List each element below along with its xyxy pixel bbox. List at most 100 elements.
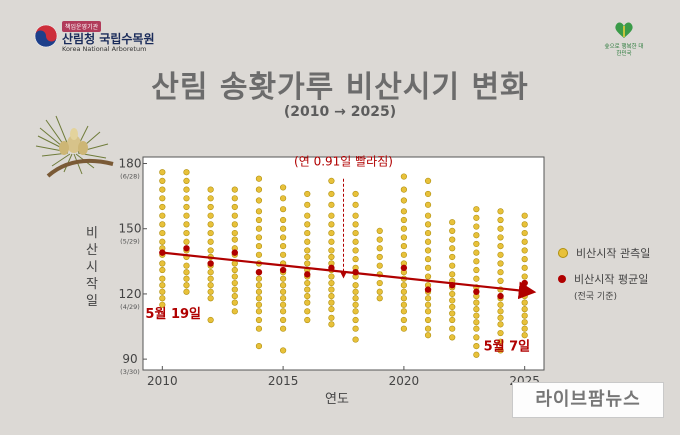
observed-point	[255, 251, 263, 258]
observed-point	[497, 338, 504, 345]
observed-point	[328, 253, 335, 261]
average-point	[231, 249, 238, 256]
observed-point	[424, 264, 432, 271]
observed-point	[400, 251, 407, 258]
start-annotation: 5월 19일	[145, 306, 201, 322]
trend-line	[162, 251, 537, 300]
observed-point	[231, 195, 238, 202]
observed-point	[497, 260, 504, 267]
observed-point	[400, 288, 407, 295]
observed-point	[376, 295, 383, 302]
observed-point	[473, 249, 480, 256]
observed-point	[159, 221, 166, 228]
observed-point	[400, 282, 407, 289]
average-point	[328, 264, 335, 272]
observed-point	[231, 203, 238, 211]
observed-point	[231, 286, 238, 293]
y-tick-sublabel: (4/29)	[120, 303, 140, 311]
observed-point	[473, 325, 480, 332]
observed-point	[207, 275, 214, 282]
observed-point	[400, 316, 407, 324]
observed-point	[449, 297, 456, 304]
y-tick-label: 90	[122, 352, 137, 366]
observed-point	[352, 238, 359, 245]
observed-point	[449, 316, 456, 324]
observed-point	[280, 308, 287, 315]
observed-point	[376, 262, 383, 269]
heart-leaf-icon	[615, 22, 633, 38]
observed-point	[521, 273, 528, 280]
y-tick-label: 150	[119, 222, 142, 236]
observed-point	[424, 273, 432, 280]
pine-branch-icon	[28, 106, 118, 190]
observed-point	[424, 190, 432, 198]
observed-point	[255, 225, 263, 232]
observed-point	[328, 286, 335, 293]
observed-point	[159, 195, 166, 202]
observed-point	[183, 177, 190, 185]
observed-point	[400, 295, 407, 302]
observed-point	[328, 273, 335, 280]
observed-point	[183, 195, 190, 202]
x-tick-label: 2015	[268, 374, 299, 388]
observed-point	[328, 247, 335, 254]
observed-point	[473, 319, 480, 326]
trend-annotation: (연 0.91일 빨라짐)	[294, 155, 393, 169]
observed-point	[280, 195, 287, 202]
observed-point	[255, 208, 263, 215]
observed-point	[376, 288, 383, 295]
observed-point	[521, 293, 528, 300]
observed-point	[424, 201, 432, 208]
observed-point	[497, 251, 504, 258]
observed-point	[449, 227, 456, 234]
observed-point	[255, 316, 263, 324]
observed-point	[449, 310, 456, 317]
observed-point	[424, 256, 432, 263]
observed-point	[207, 269, 214, 276]
y-tick-sublabel: (6/28)	[120, 173, 140, 181]
observed-point	[231, 279, 238, 287]
observed-point	[159, 301, 166, 308]
observed-point	[159, 169, 166, 176]
observed-point	[304, 260, 311, 267]
observed-point	[159, 203, 166, 211]
observed-point	[255, 243, 263, 250]
observed-point	[473, 223, 480, 230]
agency-tag: 책임운영기관	[62, 21, 102, 32]
observed-point	[497, 347, 504, 354]
observed-point	[255, 186, 263, 193]
observed-point	[183, 269, 190, 276]
observed-point	[231, 229, 238, 237]
observed-point	[159, 212, 166, 219]
observed-point	[352, 256, 359, 263]
observed-point	[255, 288, 263, 295]
observed-point	[400, 186, 407, 193]
observed-point	[352, 190, 359, 198]
observed-point	[497, 321, 504, 328]
observed-point	[473, 342, 480, 350]
observed-point	[255, 275, 263, 282]
observed-point	[400, 173, 407, 180]
observed-point	[159, 177, 166, 185]
observed-point	[207, 316, 214, 324]
observed-point	[280, 234, 287, 241]
legend-label-average: 비산시작 평균일	[574, 273, 649, 286]
observed-point	[255, 325, 263, 332]
observed-point	[280, 275, 287, 282]
observed-point	[255, 216, 263, 224]
observed-point	[449, 271, 456, 278]
agency-english-name: Korea National Arboretum	[62, 45, 147, 53]
observed-point	[424, 308, 432, 315]
observed-point	[521, 312, 528, 319]
observed-point	[424, 332, 432, 339]
observed-point	[424, 295, 432, 302]
right-logo: 숲으로 행복한 대한민국	[604, 20, 644, 57]
observed-point	[328, 293, 335, 300]
observed-point	[497, 314, 504, 321]
observed-point	[304, 221, 311, 228]
observed-point	[497, 269, 504, 276]
observed-point	[424, 221, 432, 228]
observed-point	[159, 288, 166, 295]
observed-point	[352, 212, 359, 219]
observed-point	[207, 238, 214, 245]
